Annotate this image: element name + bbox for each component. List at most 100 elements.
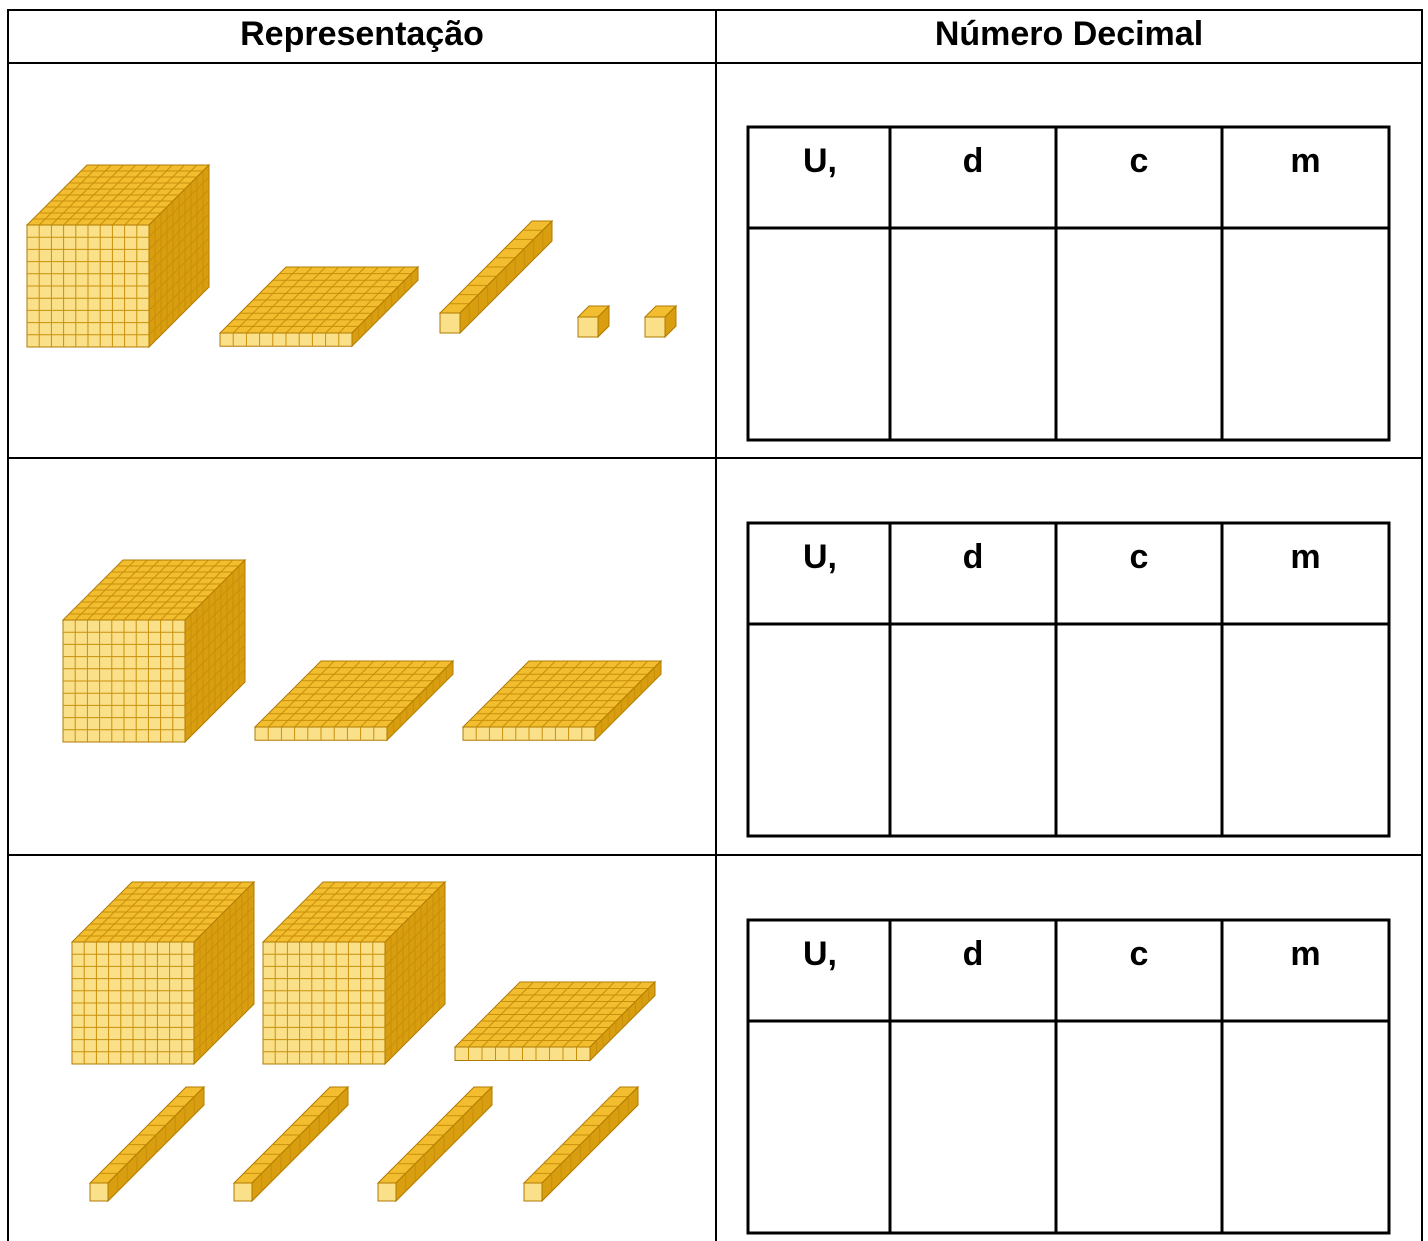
block-face: [463, 727, 595, 740]
block-face: [385, 882, 445, 1064]
block-face: [440, 313, 460, 333]
grid: [194, 967, 254, 1027]
grid: [194, 943, 254, 1003]
place-value-header: d: [963, 935, 984, 973]
block-face: [352, 267, 418, 346]
block-face: [63, 560, 245, 620]
place-value-table: [746, 125, 1391, 442]
place-value-header: U,: [803, 935, 837, 973]
grid: [385, 931, 445, 991]
block-face: [108, 1087, 204, 1201]
block-face: [590, 982, 655, 1061]
block-face: [194, 882, 254, 1064]
cube: [263, 882, 445, 1064]
grid: [385, 894, 445, 954]
block-face: [665, 306, 676, 337]
block-face: [255, 661, 453, 727]
grid: [185, 609, 245, 669]
grid: [149, 214, 209, 274]
block-face: [440, 221, 552, 313]
rod: [524, 1087, 638, 1201]
flat: [463, 661, 661, 740]
place-value-header: c: [1130, 538, 1149, 576]
place-value-tables: U, d c m U, d c m U, d c m: [746, 125, 1391, 1235]
table-border: [746, 521, 1391, 838]
block-face: [252, 1087, 348, 1201]
block-face: [90, 1087, 204, 1183]
grid: [194, 955, 254, 1015]
place-value-header: U,: [803, 538, 837, 576]
cube: [63, 560, 245, 742]
block-face: [396, 1087, 492, 1201]
block-face: [263, 942, 385, 1064]
face-fill: [440, 313, 460, 333]
grid: [185, 584, 245, 644]
grid: [385, 919, 445, 979]
grid: [194, 980, 254, 1040]
block-face: [578, 317, 598, 337]
face-fill: [665, 306, 676, 337]
face-fill: [645, 317, 665, 337]
face-fill: [524, 1183, 542, 1201]
block-face: [524, 1087, 638, 1183]
grid: [185, 572, 245, 632]
grid: [149, 275, 209, 335]
grid: [385, 967, 445, 1027]
grid: [194, 906, 254, 966]
grid: [185, 670, 245, 730]
grid: [185, 597, 245, 657]
unit: [578, 306, 609, 337]
rod: [90, 1087, 204, 1201]
grid: [194, 919, 254, 979]
place-value-table: [746, 918, 1391, 1235]
block-face: [234, 1183, 252, 1201]
block-face: [524, 1183, 542, 1201]
place-value-header: c: [1130, 142, 1149, 180]
grid: [185, 645, 245, 705]
grid: [149, 263, 209, 323]
flat: [220, 267, 418, 346]
block-face: [378, 1087, 492, 1183]
grid: [194, 931, 254, 991]
grid: [149, 189, 209, 249]
grid: [385, 906, 445, 966]
block-face: [90, 1183, 108, 1201]
grid: [149, 238, 209, 298]
flat: [455, 982, 655, 1061]
place-value-header: m: [1290, 538, 1320, 576]
grid: [185, 621, 245, 681]
table-border: [746, 918, 1391, 1235]
grid: [149, 250, 209, 310]
cube: [27, 165, 209, 347]
face-fill: [378, 1183, 396, 1201]
block-face: [149, 165, 209, 347]
grid: [185, 658, 245, 718]
grid: [385, 992, 445, 1052]
face-fill: [234, 1183, 252, 1201]
block-face: [72, 942, 194, 1064]
cube: [72, 882, 254, 1064]
unit: [645, 306, 676, 337]
place-value-header: d: [963, 538, 984, 576]
outer-table: [7, 9, 1423, 1241]
place-value-header: U,: [803, 142, 837, 180]
face-fill: [90, 1183, 108, 1201]
block-face: [72, 882, 254, 942]
block-face: [645, 317, 665, 337]
rod: [378, 1087, 492, 1201]
base-ten-blocks: [27, 165, 676, 1201]
grid: [385, 980, 445, 1040]
block-face: [460, 221, 552, 333]
grid: [185, 633, 245, 693]
block-face: [455, 1047, 590, 1061]
flat: [255, 661, 453, 740]
block-face: [378, 1183, 396, 1201]
place-value-header: m: [1290, 142, 1320, 180]
rod: [440, 221, 552, 333]
block-face: [220, 333, 352, 346]
block-face: [27, 225, 149, 347]
block-face: [598, 306, 609, 337]
grid: [385, 955, 445, 1015]
grid: [149, 226, 209, 286]
